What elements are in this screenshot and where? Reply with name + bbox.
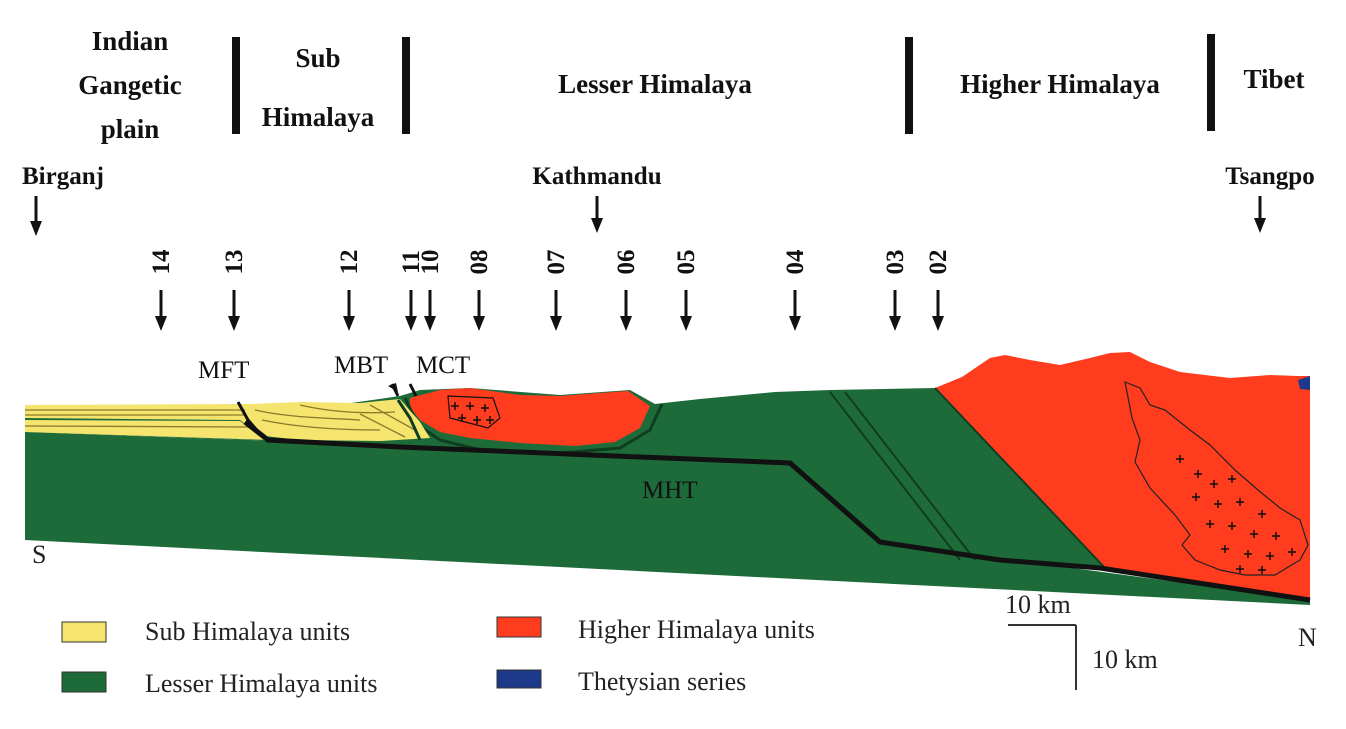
legend-swatch-higher [496,616,542,638]
cross-section: MFT MBT MCT MHT [24,352,1311,605]
station-label-10: 10 [417,250,444,275]
region-sub-line1: Sub [295,43,340,73]
mbt-trace [396,399,422,441]
station-label-05: 05 [673,250,700,275]
region-headers: Indian Gangetic plain Sub Himalaya Lesse… [78,26,1304,144]
legend-label-thetys: Thetysian series [578,667,746,696]
arrow-down-icon [789,316,801,331]
region-indian-line2: Gangetic [78,70,181,100]
mht-fault-line [243,420,1311,603]
arrow-down-icon [424,316,436,331]
station-label-03: 03 [882,250,909,275]
fault-label-mft: MFT [198,357,249,384]
arrow-down-icon [591,218,603,233]
arrow-down-icon [889,316,901,331]
scale-vertical-label: 10 km [1092,645,1158,674]
fault-label-mct: MCT [416,352,470,379]
scale-horizontal-label: 10 km [1005,590,1071,619]
region-indian-line1: Indian [92,26,169,56]
mft-trace [236,401,264,437]
region-separators [232,34,1215,134]
region-lesser: Lesser Himalaya [558,69,752,99]
station-label-06: 06 [613,250,640,275]
station-label-04: 04 [782,249,809,275]
station-label-14: 14 [148,249,175,275]
station-label-08: 08 [466,250,493,275]
arrow-down-icon [155,316,167,331]
mbt-arrow-icon [388,383,398,392]
station-label-11: 11 [398,250,425,274]
direction-south: S [32,540,46,569]
arrow-down-icon [228,316,240,331]
arrow-down-icon [620,316,632,331]
sub-himalaya-lower [25,420,270,440]
station-label-02: 02 [925,250,952,275]
separator-bar [232,37,240,134]
region-tibet: Tibet [1243,64,1304,94]
arrow-down-icon [1254,218,1266,233]
arrow-down-icon [550,316,562,331]
mct-tick [408,383,418,397]
arrow-down-icon [473,316,485,331]
station-label-12: 12 [336,250,363,275]
scale-bar: 10 km 10 km [1005,590,1158,690]
legend: Sub Himalaya units Lesser Himalaya units… [61,615,815,698]
legend-swatch-thetys [496,669,542,689]
region-higher: Higher Himalaya [960,69,1160,99]
sub-himalaya-bedding [24,404,416,438]
leucogranite-pattern [1176,455,1296,574]
internal-thrusts [829,387,1106,569]
fault-label-mbt: MBT [334,352,388,379]
station-label-13: 13 [221,250,248,275]
legend-label-lesser: Lesser Himalaya units [145,669,378,698]
legend-swatch-lesser [61,671,107,693]
region-indian-line3: plain [101,114,160,144]
thetysian-unit [1298,376,1310,390]
separator-bar [402,37,410,134]
arrow-down-icon [680,316,692,331]
fault-label-mht: MHT [642,477,698,504]
arrow-down-icon [343,316,355,331]
legend-label-higher: Higher Himalaya units [578,615,815,644]
direction-north: N [1298,623,1317,652]
station-label-07: 07 [543,250,570,275]
arrow-down-icon [405,316,417,331]
arrow-down-icon [932,316,944,331]
place-birganj: Birganj [22,163,104,190]
legend-label-sub: Sub Himalaya units [145,617,350,646]
region-sub-line2: Himalaya [262,102,375,132]
arrow-down-icon [30,221,42,236]
separator-bar [905,37,913,134]
place-markers: Birganj Kathmandu Tsangpo [22,163,1315,236]
legend-swatch-sub [61,621,107,643]
leucogranite-body [1124,381,1309,576]
separator-bar [1207,34,1215,131]
place-tsangpo: Tsangpo [1225,163,1314,190]
place-kathmandu: Kathmandu [532,163,661,190]
klippe-granite-pattern [447,395,501,429]
